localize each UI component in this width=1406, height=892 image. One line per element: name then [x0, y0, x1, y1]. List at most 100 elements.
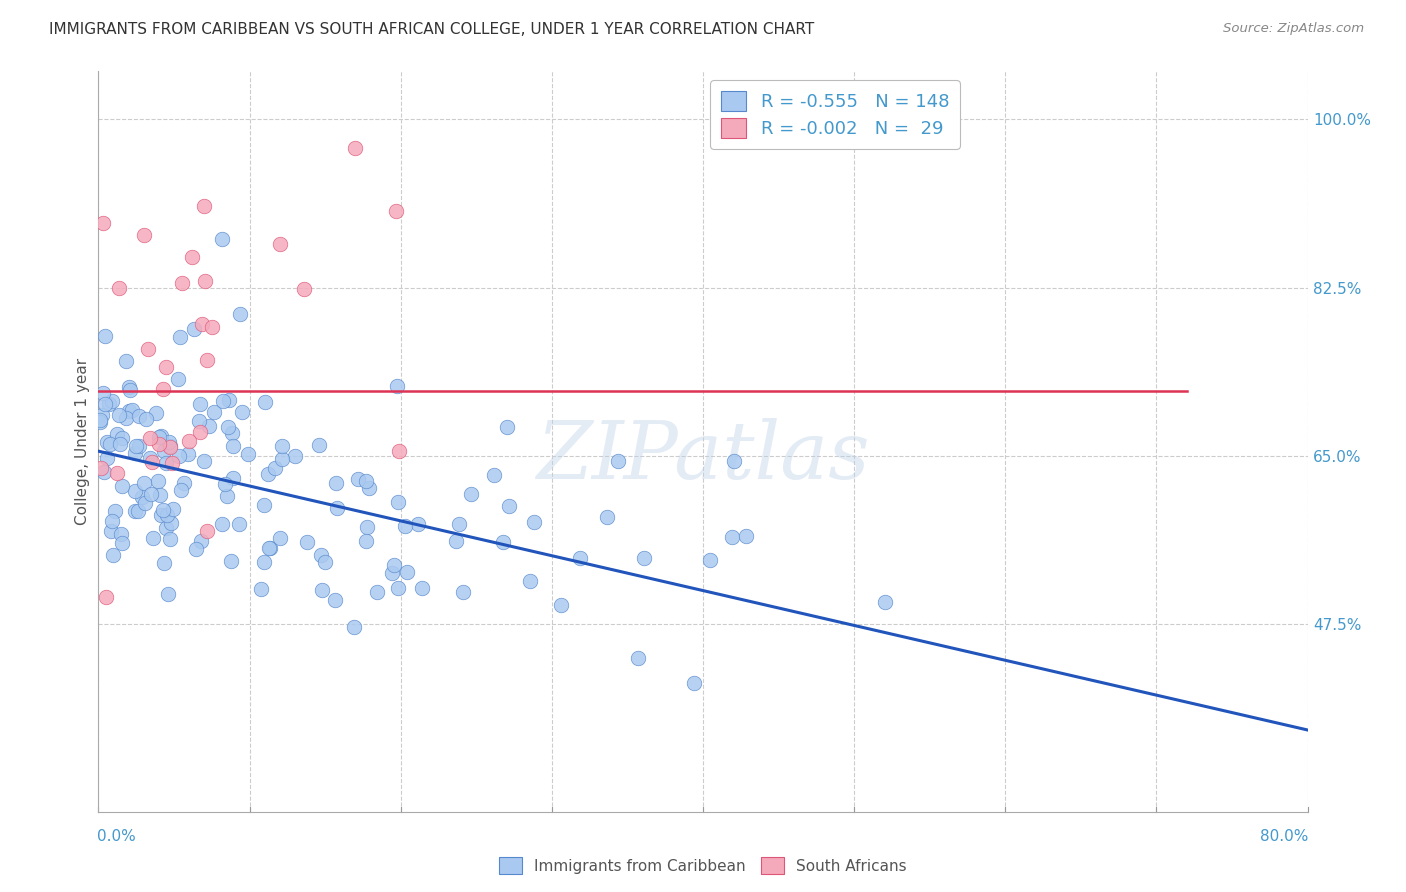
Point [396, 565, 419, 579]
Point [128, 439, 150, 453]
Point [148, 437, 170, 451]
Point [411, 581, 433, 595]
Point [124, 446, 146, 460]
Point [107, 281, 129, 295]
Point [356, 520, 378, 534]
Point [195, 524, 218, 539]
Point [236, 446, 259, 460]
Point [568, 551, 591, 566]
Point [873, 595, 896, 609]
Point [259, 541, 281, 556]
Point [202, 405, 225, 419]
Point [188, 414, 211, 428]
Point [449, 516, 471, 531]
Point [257, 467, 280, 481]
Point [451, 585, 474, 599]
Point [519, 574, 541, 588]
Point [292, 282, 315, 296]
Point [627, 651, 650, 665]
Point [120, 384, 142, 398]
Point [96, 450, 118, 465]
Point [250, 582, 273, 596]
Point [596, 510, 619, 524]
Point [211, 517, 233, 532]
Point [159, 440, 181, 454]
Point [98, 437, 121, 451]
Point [149, 429, 172, 443]
Point [94, 329, 117, 343]
Point [212, 393, 235, 408]
Legend: Immigrants from Caribbean, South Africans: Immigrants from Caribbean, South African… [494, 851, 912, 880]
Point [132, 475, 155, 490]
Point [253, 555, 276, 569]
Point [343, 620, 366, 634]
Point [139, 450, 162, 465]
Point [94, 397, 117, 411]
Point [170, 276, 193, 290]
Point [201, 320, 224, 334]
Point [148, 430, 170, 444]
Point [221, 425, 243, 440]
Point [193, 454, 215, 468]
Point [155, 456, 177, 470]
Point [269, 531, 291, 545]
Point [269, 237, 291, 252]
Point [105, 466, 128, 480]
Y-axis label: College, Under 1 year: College, Under 1 year [75, 358, 90, 525]
Point [682, 676, 704, 690]
Point [124, 504, 146, 518]
Point [134, 496, 156, 510]
Point [309, 549, 332, 563]
Text: ZIPatlas: ZIPatlas [536, 417, 870, 495]
Point [314, 555, 336, 569]
Point [156, 508, 179, 523]
Point [101, 514, 124, 528]
Point [221, 439, 243, 453]
Point [160, 516, 183, 531]
Point [115, 411, 138, 425]
Point [228, 517, 250, 532]
Point [188, 425, 211, 439]
Point [550, 598, 572, 612]
Point [217, 420, 239, 434]
Point [606, 453, 628, 467]
Point [108, 437, 131, 451]
Point [114, 353, 136, 368]
Point [496, 419, 519, 434]
Point [257, 541, 280, 556]
Point [110, 479, 132, 493]
Point [271, 439, 294, 453]
Point [177, 434, 200, 449]
Point [382, 558, 405, 572]
Point [162, 456, 184, 470]
Point [444, 533, 467, 548]
Text: 0.0%: 0.0% [97, 830, 136, 845]
Point [149, 488, 172, 502]
Point [155, 359, 177, 374]
Point [90, 460, 112, 475]
Point [323, 593, 346, 607]
Point [354, 474, 377, 488]
Point [460, 487, 482, 501]
Point [354, 533, 377, 548]
Point [357, 481, 380, 495]
Point [484, 467, 506, 482]
Point [387, 581, 409, 595]
Point [167, 450, 190, 464]
Point [721, 530, 744, 544]
Point [89, 413, 111, 427]
Point [188, 396, 211, 410]
Point [152, 382, 174, 396]
Point [139, 486, 162, 500]
Point [156, 587, 179, 601]
Point [217, 489, 239, 503]
Point [145, 406, 167, 420]
Point [264, 461, 287, 475]
Point [388, 444, 411, 458]
Point [153, 556, 176, 570]
Point [254, 395, 277, 409]
Point [366, 585, 388, 599]
Point [100, 524, 122, 539]
Point [198, 418, 221, 433]
Point [101, 393, 124, 408]
